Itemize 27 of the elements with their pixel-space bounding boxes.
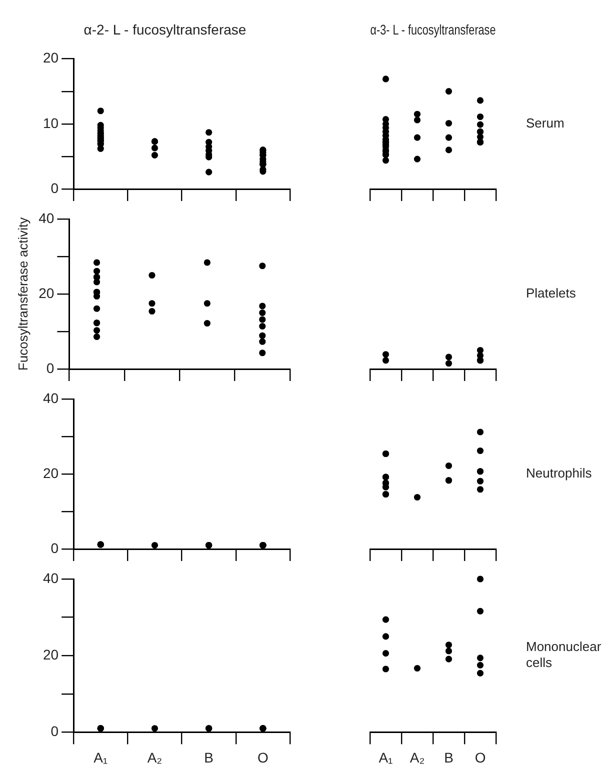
chart-title: α-2- L - fucosyltransferase [84,21,246,38]
text: Neutrophils [526,466,592,481]
y-tick-label: 20 [42,50,59,66]
y-axis-title: Fucosyltransferase activity [15,216,30,371]
y-tick-label: 0 [46,360,54,376]
text: Platelets [526,286,576,301]
y-tick-label: 40 [42,570,59,586]
text: Mononuclear cells [526,639,602,670]
x-tick-label: A₁ [94,749,108,766]
y-tick-label: 20 [38,284,54,301]
y-tick-label: 40 [38,210,54,226]
x-tick-label: O [474,749,486,766]
x-tick-label: O [258,749,268,766]
x-tick-label: B [444,749,454,766]
text: Serum [526,115,564,130]
y-tick-label: 0 [50,180,59,196]
y-tick-label: 10 [42,114,59,131]
y-tick-label: 0 [50,723,59,740]
x-tick-label: A₂ [410,749,425,766]
chart-title: α-3- L - fucosyltransferase [370,22,496,38]
x-tick-label: A₂ [147,749,162,766]
x-tick-label: B [204,749,214,766]
y-tick-label: 40 [42,390,59,406]
y-tick-label: 20 [42,646,59,662]
y-tick-label: 20 [42,464,59,481]
x-tick-label: A₁ [378,749,394,766]
y-tick-label: 0 [50,540,59,556]
